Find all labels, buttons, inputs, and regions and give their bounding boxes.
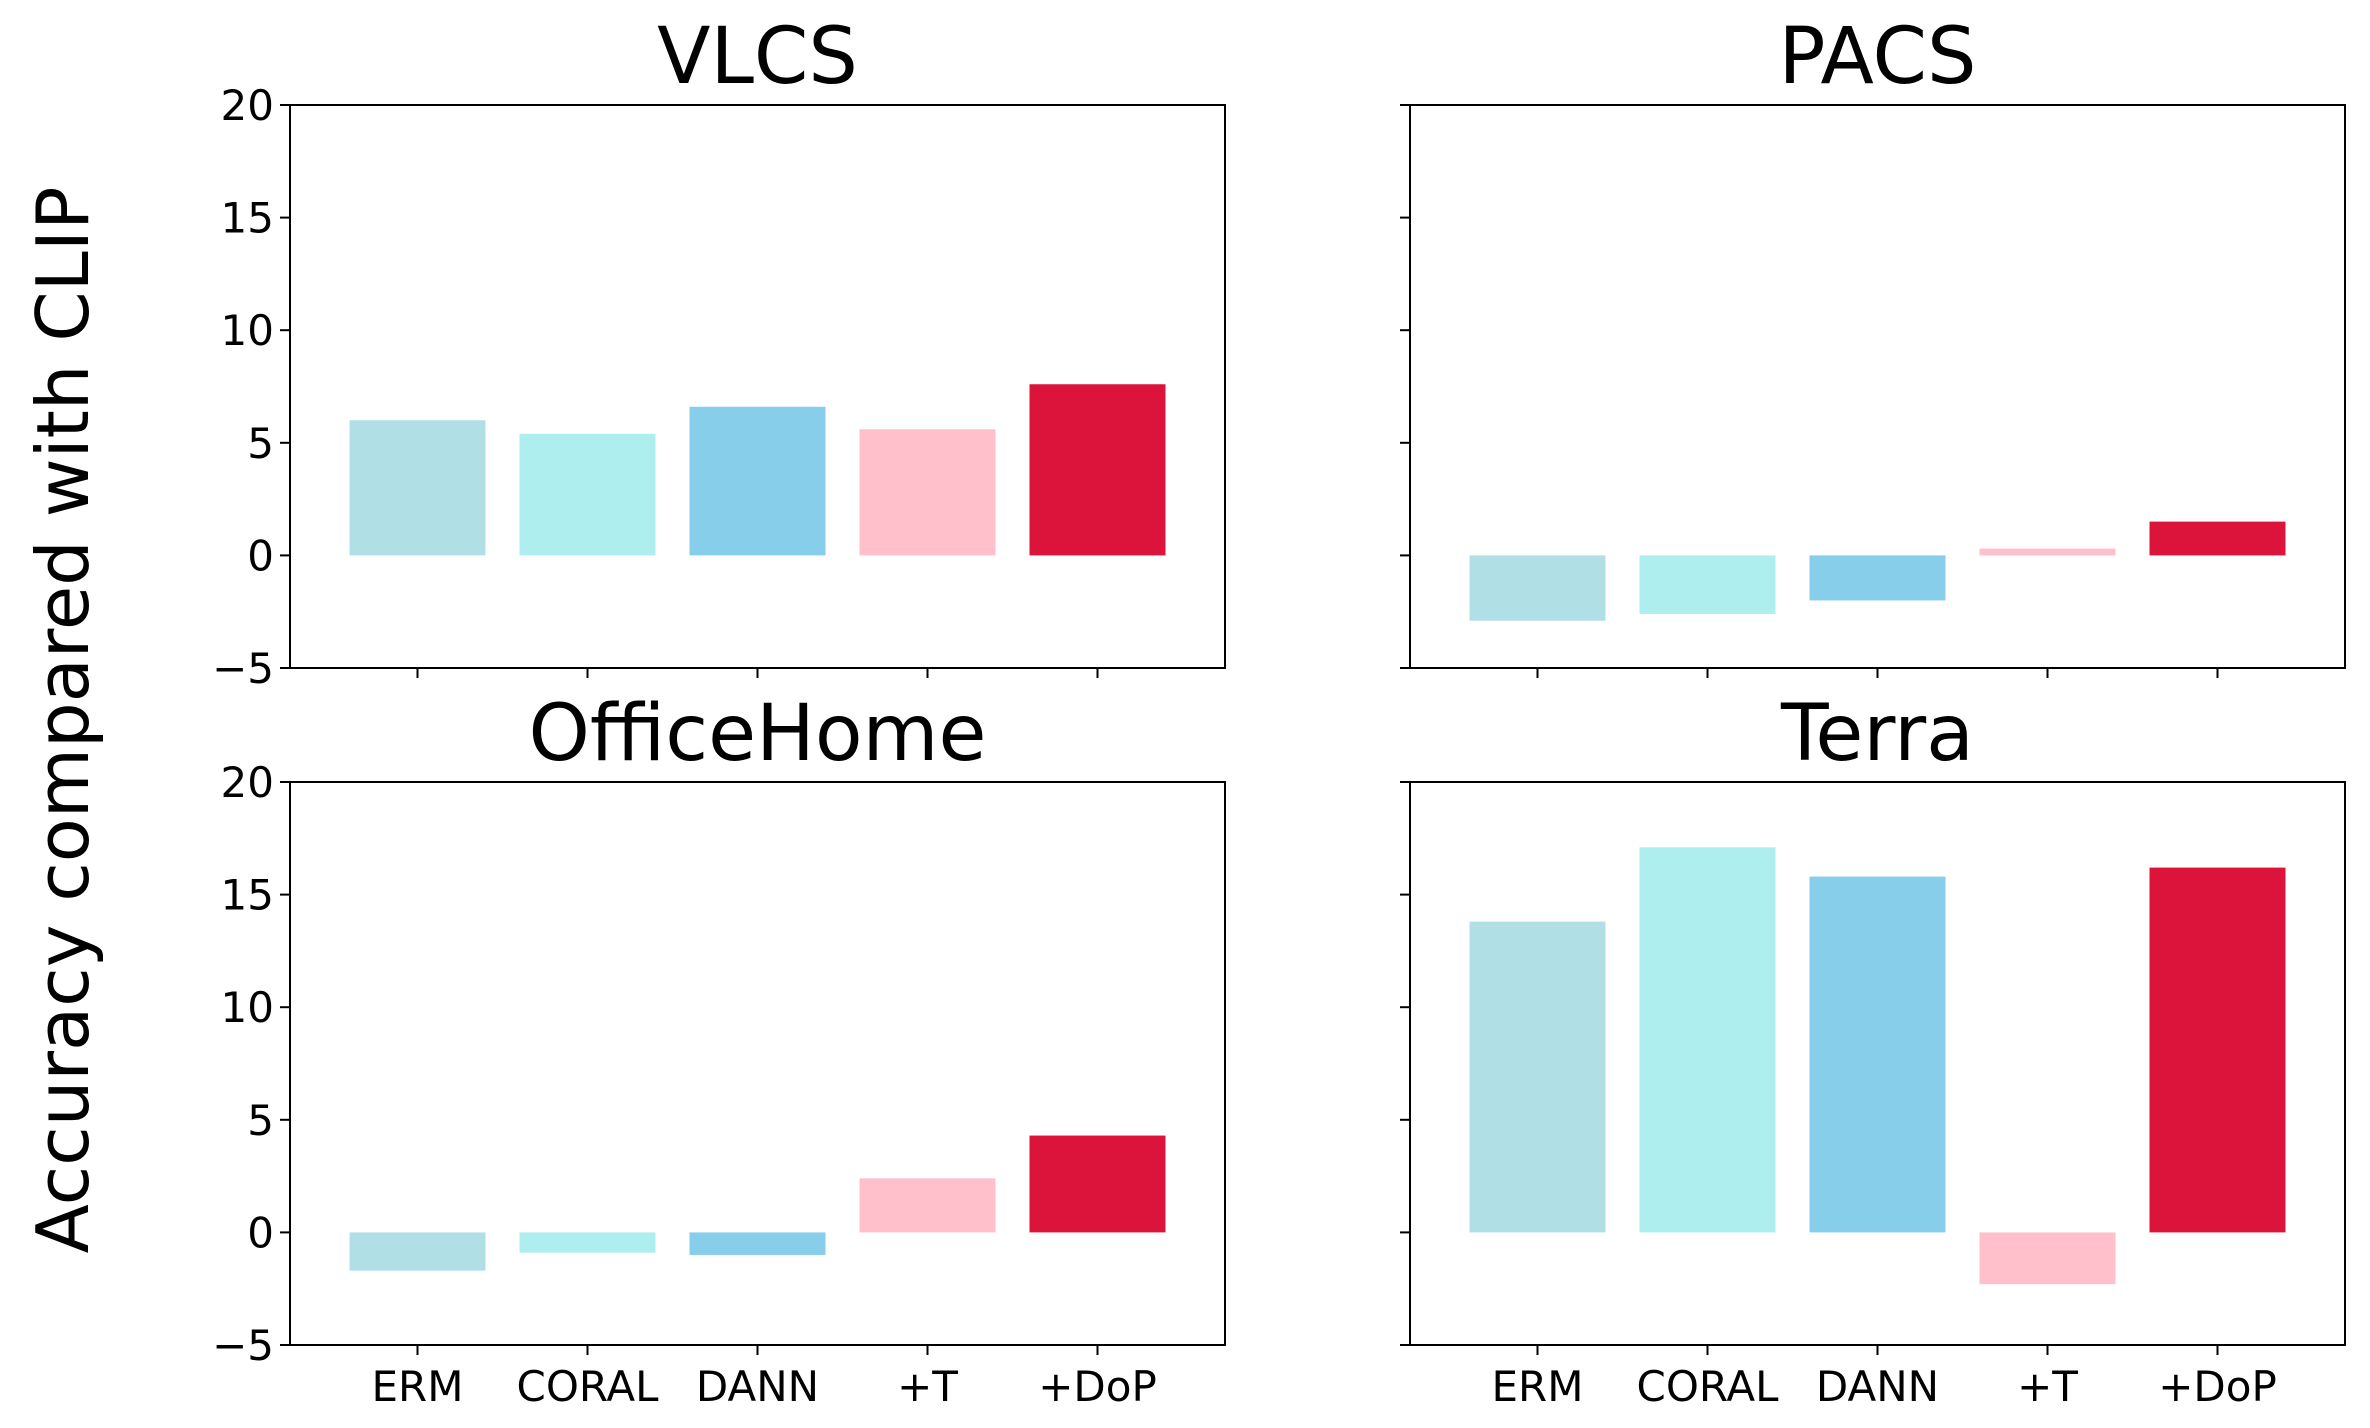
bar-dop-terra	[2149, 867, 2286, 1233]
x-tick-label: CORAL	[517, 1362, 660, 1411]
bar-coral-vlcs	[519, 433, 656, 556]
x-tick-label: +T	[2017, 1362, 2078, 1411]
y-tick-label: 0	[247, 531, 274, 580]
panel-title: Terra	[1780, 689, 1974, 779]
x-tick-label: +DoP	[2158, 1362, 2277, 1411]
bar-t-vlcs	[859, 429, 996, 556]
y-tick-label: −5	[212, 644, 274, 693]
y-tick-label: 20	[221, 758, 274, 807]
y-tick-label: −5	[212, 1321, 274, 1370]
bar-dann-vlcs	[689, 406, 826, 556]
y-tick-label: 0	[247, 1208, 274, 1257]
bar-t-pacs	[1979, 548, 2116, 556]
y-tick-label: 10	[221, 983, 274, 1032]
panel-title: OfficeHome	[528, 689, 986, 779]
bar-coral-officehome	[519, 1232, 656, 1253]
panel-officehome: OfficeHome −5 0 5 10 15 20 ERM CORAL DANN +T +DoP	[212, 689, 1226, 1411]
panel-terra: Terra ERM CORAL DANN +T +DoP	[1400, 689, 2346, 1411]
panel-title: PACS	[1778, 12, 1976, 102]
bar-erm-officehome	[349, 1232, 486, 1271]
y-tick-label: 20	[221, 81, 274, 130]
y-axis-label: Accuracy compared with CLIP	[21, 187, 105, 1254]
bar-t-terra	[1979, 1232, 2116, 1285]
bar-dop-officehome	[1029, 1135, 1166, 1233]
bar-coral-pacs	[1639, 555, 1776, 614]
x-tick-label: DANN	[1816, 1362, 1939, 1411]
y-tick-label: 15	[221, 871, 274, 920]
bar-dop-pacs	[2149, 521, 2286, 556]
x-tick-label: +T	[897, 1362, 958, 1411]
panel-pacs: PACS	[1400, 12, 2346, 678]
bar-dann-pacs	[1809, 555, 1946, 601]
bar-coral-terra	[1639, 847, 1776, 1233]
y-tick-label: 5	[247, 1096, 274, 1145]
bar-t-officehome	[859, 1178, 996, 1233]
bar-dop-vlcs	[1029, 384, 1166, 556]
x-tick-label: ERM	[1492, 1362, 1584, 1411]
x-tick-label: ERM	[372, 1362, 464, 1411]
x-tick-label: +DoP	[1038, 1362, 1157, 1411]
bar-erm-vlcs	[349, 420, 486, 556]
x-tick-label: CORAL	[1637, 1362, 1780, 1411]
x-tick-label: DANN	[696, 1362, 819, 1411]
y-tick-label: 10	[221, 306, 274, 355]
y-tick-label: 15	[221, 194, 274, 243]
bar-erm-terra	[1469, 921, 1606, 1233]
panel-title: VLCS	[657, 12, 858, 102]
bar-erm-pacs	[1469, 555, 1606, 621]
panel-vlcs: VLCS −5 0 5 10 15 20	[212, 12, 1226, 693]
y-tick-label: 5	[247, 419, 274, 468]
bar-dann-terra	[1809, 876, 1946, 1233]
bar-dann-officehome	[689, 1232, 826, 1255]
